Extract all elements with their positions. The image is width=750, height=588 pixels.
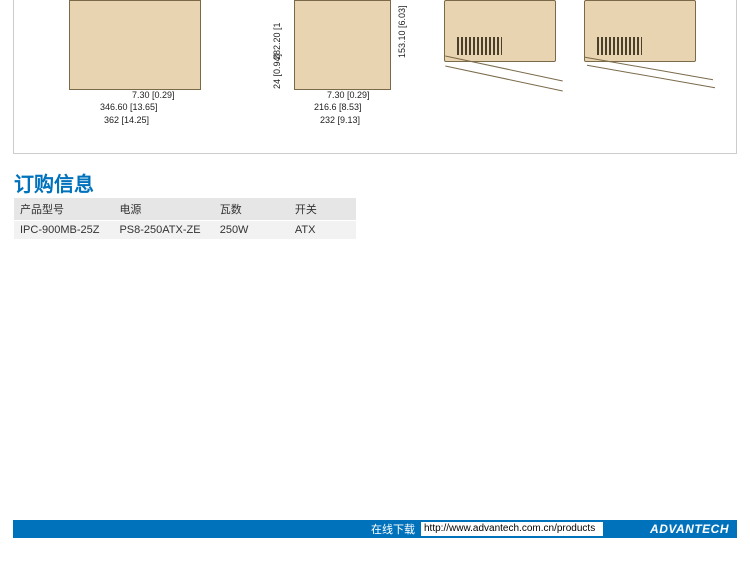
- vent-grille: [597, 37, 642, 55]
- dimension-label: 7.30 [0.29]: [132, 90, 175, 100]
- dimension-label: 232 [9.13]: [320, 115, 360, 125]
- ordering-info-table: 产品型号 电源 瓦数 开关 IPC-900MB-25Z PS8-250ATX-Z…: [14, 198, 356, 239]
- dimension-label: 216.6 [8.53]: [314, 102, 362, 112]
- cell-switch: ATX: [289, 221, 356, 240]
- cell-wattage: 250W: [214, 221, 289, 240]
- dimension-label: 282.20 [1: [272, 0, 282, 60]
- dimension-label: 346.60 [13.65]: [100, 102, 158, 112]
- table-row: IPC-900MB-25Z PS8-250ATX-ZE 250W ATX: [14, 221, 356, 240]
- product-iso-view-d: [584, 0, 696, 62]
- cell-model: IPC-900MB-25Z: [14, 221, 113, 240]
- drawing-frame: 7.30 [0.29] 346.60 [13.65] 362 [14.25] 2…: [13, 0, 737, 154]
- footer-url-box: http://www.advantech.com.cn/products: [421, 522, 603, 536]
- dimension-label: 7.30 [0.29]: [327, 90, 370, 100]
- table-header-row: 产品型号 电源 瓦数 开关: [14, 198, 356, 221]
- dimension-label: 24 [0.94]: [272, 55, 282, 89]
- product-side-view-b: [294, 0, 391, 90]
- product-front-view-a: [69, 0, 201, 90]
- technical-drawings: 7.30 [0.29] 346.60 [13.65] 362 [14.25] 2…: [14, 0, 736, 153]
- footer-download-label: 在线下载: [371, 521, 415, 537]
- section-title-ordering-info: 订购信息: [14, 168, 94, 197]
- vent-grille: [457, 37, 502, 55]
- col-header-model: 产品型号: [14, 198, 113, 221]
- dimension-label: 362 [14.25]: [104, 115, 149, 125]
- product-iso-view-c: [444, 0, 556, 62]
- advantech-logo: ADVANTECH: [650, 522, 729, 536]
- col-header-wattage: 瓦数: [214, 198, 289, 221]
- col-header-switch: 开关: [289, 198, 356, 221]
- assembly-line: [445, 66, 563, 92]
- dimension-label: 153.10 [6.03]: [397, 8, 407, 58]
- col-header-power: 电源: [113, 198, 213, 221]
- page-footer-bar: 在线下载 http://www.advantech.com.cn/product…: [13, 520, 737, 538]
- cell-power: PS8-250ATX-ZE: [113, 221, 213, 240]
